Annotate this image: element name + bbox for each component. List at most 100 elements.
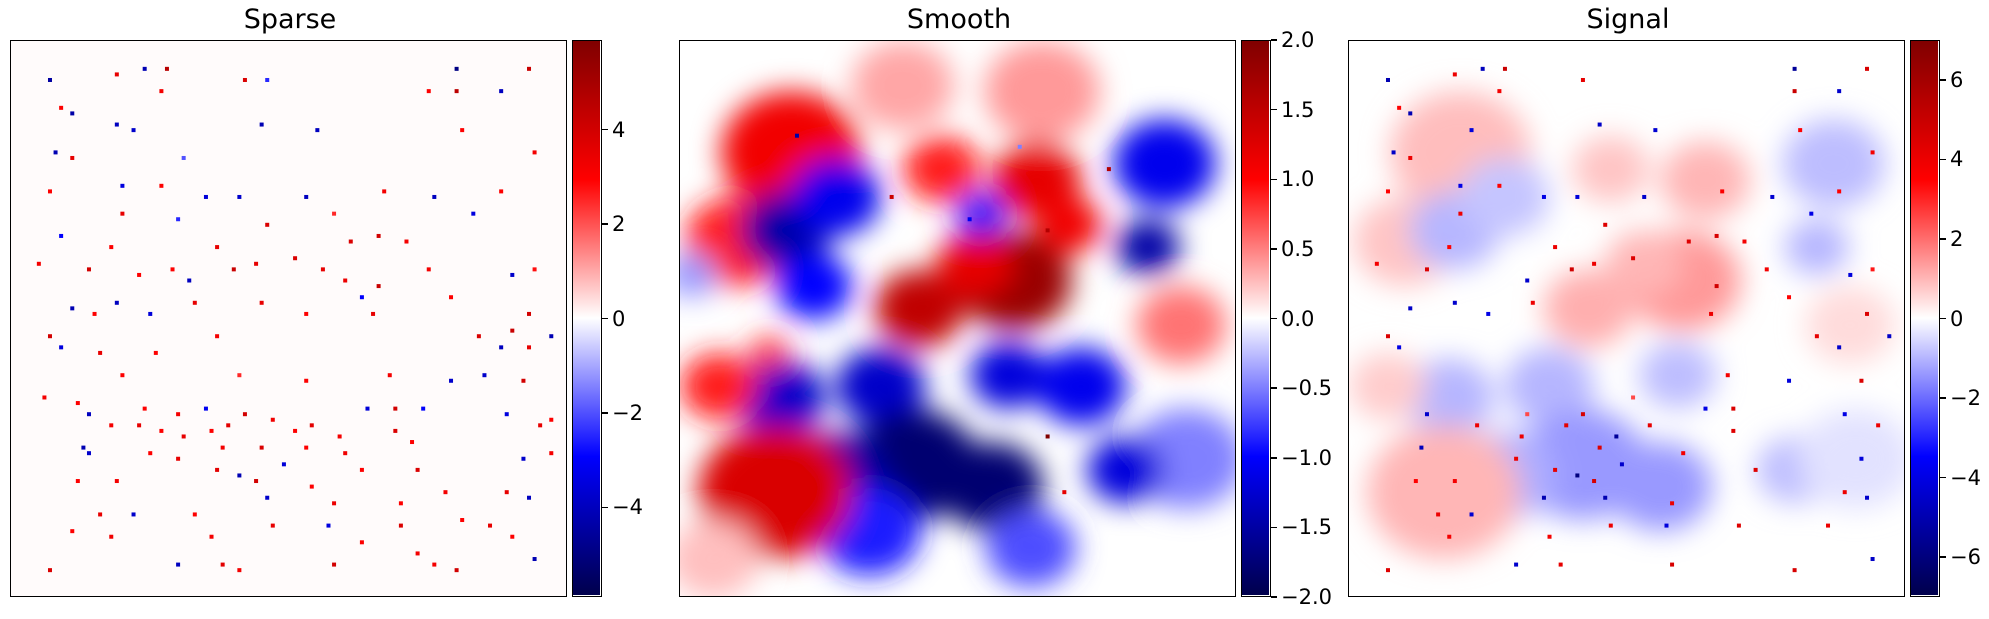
data-point — [1597, 122, 1602, 127]
field-blob — [775, 252, 853, 320]
data-point — [159, 428, 164, 433]
data-point — [1870, 267, 1875, 272]
data-point — [1865, 66, 1870, 71]
data-point — [1408, 306, 1413, 311]
colorbar-tick-mark — [1271, 39, 1277, 41]
field-blob — [1609, 442, 1713, 532]
field-blob — [1115, 219, 1180, 275]
data-point — [532, 267, 537, 272]
data-point — [153, 350, 158, 355]
data-point — [1848, 272, 1853, 277]
field-blob — [1404, 358, 1495, 437]
data-point — [1017, 144, 1022, 149]
data-point — [1642, 194, 1647, 199]
chart-title-sparse: Sparse — [243, 4, 337, 35]
field-blob — [1037, 196, 1102, 253]
colorbar-fill — [573, 41, 600, 595]
colorbar-tick-mark — [1940, 317, 1946, 320]
data-point — [42, 395, 47, 400]
data-point — [86, 267, 91, 272]
data-point — [209, 534, 214, 539]
data-point — [504, 412, 509, 417]
data-point — [1865, 311, 1870, 316]
field-blob — [1113, 118, 1216, 209]
data-point — [1447, 245, 1452, 250]
field-blob — [680, 252, 717, 298]
colorbar-tick-label: 0.5 — [1281, 236, 1315, 261]
data-point — [1714, 284, 1719, 289]
colorbar-tick-mark — [1940, 556, 1946, 558]
data-point — [426, 89, 431, 94]
colorbar-tick-mark — [602, 223, 608, 225]
data-point — [1681, 451, 1686, 456]
data-point — [75, 401, 80, 406]
field-blob — [970, 341, 1048, 409]
data-point — [454, 66, 459, 71]
data-point — [187, 278, 192, 283]
data-point — [499, 89, 504, 94]
heatmap-svg-signal — [1349, 41, 1904, 596]
data-point — [304, 311, 309, 316]
data-point — [1397, 345, 1402, 350]
data-point — [1742, 239, 1747, 244]
data-point — [1502, 66, 1507, 71]
colorbar-tick-mark — [602, 128, 608, 131]
data-point — [142, 406, 147, 411]
data-point — [242, 412, 247, 417]
data-point — [365, 406, 370, 411]
data-point — [215, 245, 220, 250]
colorbar-tick-mark — [1271, 178, 1277, 180]
data-point — [549, 417, 554, 422]
data-point — [337, 434, 342, 439]
colorbar-tick-label: 1.5 — [1281, 97, 1315, 122]
data-point — [1525, 278, 1530, 283]
data-point — [1792, 89, 1797, 94]
data-point — [176, 456, 181, 461]
data-point — [281, 462, 286, 467]
field-blob — [1087, 436, 1165, 504]
data-point — [181, 434, 186, 439]
data-point — [1580, 77, 1585, 82]
data-point — [1603, 222, 1608, 227]
data-point — [1664, 523, 1669, 528]
data-point — [1480, 66, 1485, 71]
data-point — [393, 428, 398, 433]
data-point — [98, 512, 103, 517]
data-point — [242, 77, 247, 82]
colorbar-tick-mark — [1271, 387, 1277, 389]
field-blob — [791, 157, 881, 236]
data-point — [1452, 300, 1457, 305]
data-point — [1714, 233, 1719, 238]
data-point — [47, 189, 52, 194]
colorbar-tick-label: 0.0 — [1281, 306, 1315, 331]
data-point — [131, 128, 136, 133]
data-point — [1045, 434, 1050, 439]
data-point — [120, 183, 125, 188]
data-point — [348, 239, 353, 244]
data-point — [114, 300, 119, 305]
data-point — [1686, 239, 1691, 244]
data-point — [1787, 295, 1792, 300]
data-point — [181, 155, 186, 160]
data-point — [1865, 495, 1870, 500]
data-point — [1826, 523, 1831, 528]
data-point — [114, 72, 119, 77]
data-point — [1541, 495, 1546, 500]
data-point — [215, 467, 220, 472]
data-point — [1374, 261, 1379, 266]
colorbar-tick-label: −4 — [612, 495, 643, 520]
heatmap-svg-smooth — [680, 41, 1235, 596]
data-point — [265, 222, 270, 227]
data-point — [449, 295, 454, 300]
field-blob — [986, 508, 1076, 587]
data-point — [532, 150, 537, 155]
data-point — [1413, 479, 1418, 484]
data-point — [1859, 378, 1864, 383]
data-point — [1519, 434, 1524, 439]
data-point — [1736, 523, 1741, 528]
data-point — [404, 239, 409, 244]
field-blob — [1349, 352, 1427, 420]
data-point — [1842, 412, 1847, 417]
data-point — [1592, 479, 1597, 484]
colorbar-tick-label: −2 — [1950, 386, 1981, 411]
